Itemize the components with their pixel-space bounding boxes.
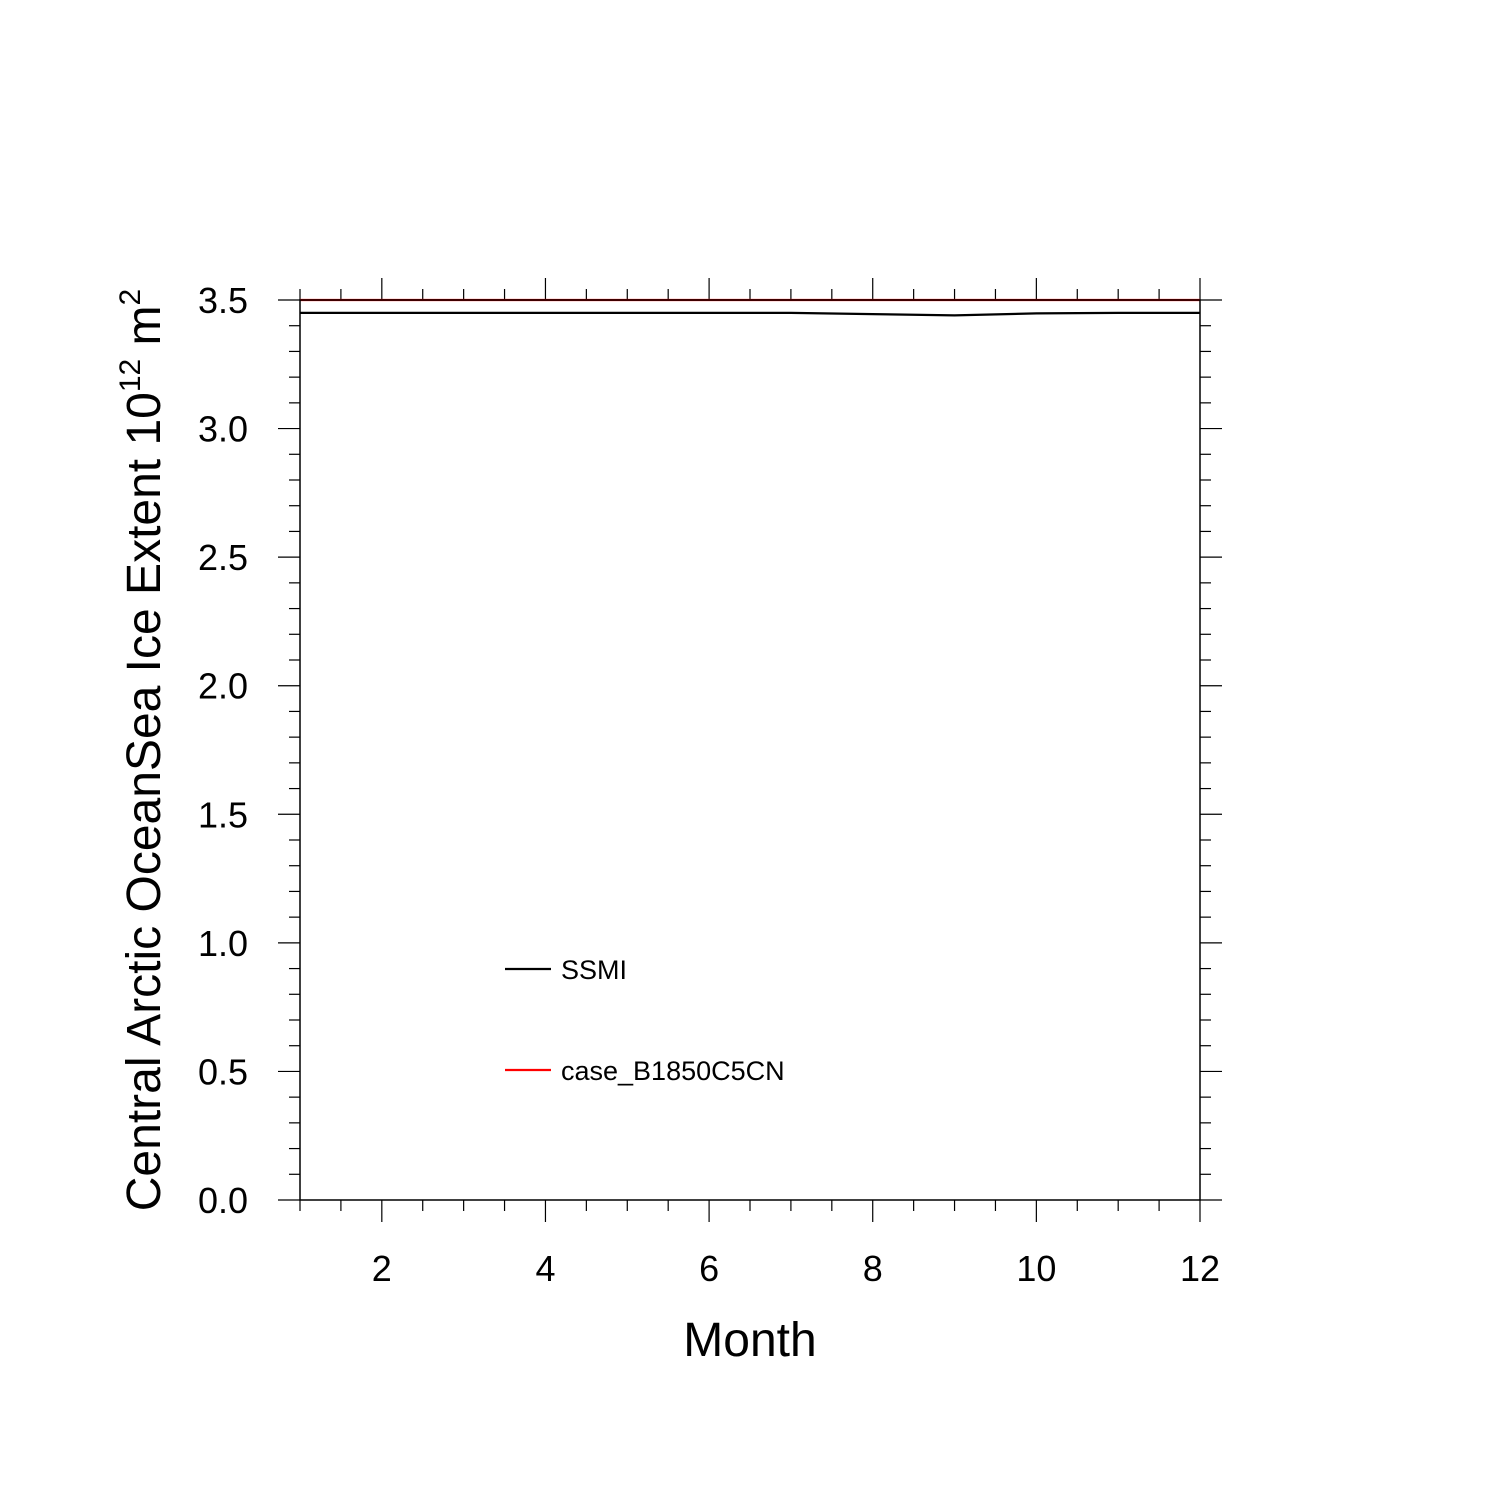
x-tick-label: 10	[1016, 1248, 1056, 1289]
plot-frame	[299, 299, 1201, 1201]
y-tick-label: 1.0	[198, 923, 248, 964]
y-tick-label: 3.5	[198, 280, 248, 321]
x-tick-label: 12	[1180, 1248, 1220, 1289]
y-tick-label: 1.5	[198, 794, 248, 835]
legend-label: case_B1850C5CN	[561, 1056, 785, 1086]
x-tick-label: 8	[863, 1248, 883, 1289]
x-tick-label: 2	[372, 1248, 392, 1289]
y-axis-title-main: Central Arctic OceanSea Ice Extent 10	[118, 392, 171, 1211]
y-tick-label: 2.0	[198, 666, 248, 707]
x-tick-label: 4	[535, 1248, 555, 1289]
y-tick-label: 2.5	[198, 537, 248, 578]
series-line-SSMI	[300, 311, 1200, 317]
y-tick-label: 0.0	[198, 1180, 248, 1221]
x-tick-label: 6	[699, 1248, 719, 1289]
y-axis-title-unit-exponent: 2	[114, 289, 147, 306]
x-axis-title: Month	[683, 1314, 816, 1367]
y-axis-title-exponent: 12	[114, 359, 147, 392]
y-axis-title-unit: m	[118, 305, 171, 358]
tick-label-layer: 2 4 6 8 10 12 0.0 0.5 1.0 1.5 2.0 2.5 3.0 3.5	[198, 280, 1220, 1289]
y-tick-label: 3.0	[198, 409, 248, 450]
legend: SSMI case_B1850C5CN	[505, 955, 785, 1086]
y-axis-title: Central Arctic OceanSea Ice Extent 1012 …	[114, 289, 171, 1211]
ticks-layer	[278, 278, 1222, 1222]
legend-label: SSMI	[561, 955, 627, 985]
y-tick-label: 0.5	[198, 1051, 248, 1092]
